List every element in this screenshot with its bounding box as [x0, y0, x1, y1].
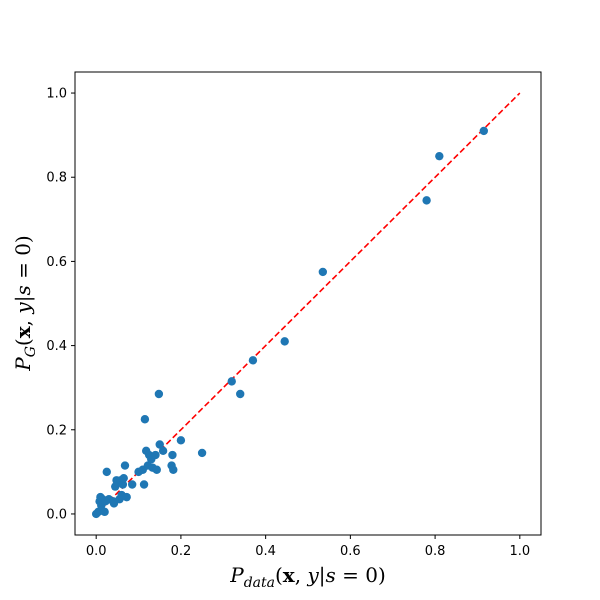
data-point: [176, 436, 186, 445]
y-axis-title: PG(x, y|s = 0): [11, 235, 39, 371]
x-axis-title: Pdata(x, y|s = 0): [229, 563, 386, 591]
y-tick-label: 1.0: [46, 87, 67, 102]
data-point: [94, 507, 103, 517]
data-point: [227, 377, 236, 386]
data-point: [168, 450, 177, 460]
data-point: [151, 450, 160, 460]
x-tick-label: 0.4: [255, 544, 276, 559]
data-point: [100, 507, 109, 517]
x-tick-label: 0.2: [171, 544, 192, 559]
reference-line: [95, 92, 521, 515]
y-tick-label: 0.6: [46, 255, 67, 270]
y-tick-label: 0.8: [46, 171, 67, 186]
y-tick-label: 0.0: [46, 507, 67, 522]
data-point: [127, 480, 137, 489]
x-tick-label: 0.0: [86, 544, 107, 559]
reference-line-layer: [95, 92, 521, 515]
data-point: [169, 465, 178, 474]
data-point: [155, 440, 164, 449]
data-point: [236, 389, 245, 399]
data-point: [139, 480, 149, 489]
data-point: [102, 467, 111, 477]
data-point: [118, 480, 128, 489]
data-point: [422, 196, 431, 205]
data-point: [140, 415, 150, 424]
plot-frame: [74, 71, 542, 536]
data-point: [158, 446, 168, 456]
y-tick-label: 0.4: [46, 339, 67, 354]
y-axis-ticks: 0.0 0.2 0.4 0.6 0.8 1.0: [46, 87, 75, 522]
data-point: [318, 267, 328, 277]
x-tick-label: 0.8: [425, 544, 446, 559]
y-tick-label: 0.2: [46, 423, 67, 438]
data-point: [197, 448, 207, 458]
data-point: [154, 389, 164, 399]
data-point: [248, 356, 258, 365]
data-point: [120, 461, 130, 470]
data-point: [479, 126, 489, 136]
data-point: [119, 473, 128, 483]
x-axis-ticks: 0.0 0.2 0.4 0.6 0.8 1.0: [86, 535, 530, 559]
data-point: [122, 492, 131, 502]
data-point: [435, 151, 444, 161]
data-point: [152, 465, 161, 474]
x-tick-label: 1.0: [509, 544, 530, 559]
x-tick-label: 0.6: [340, 544, 361, 559]
points-layer: [91, 126, 489, 519]
data-point: [280, 337, 289, 346]
